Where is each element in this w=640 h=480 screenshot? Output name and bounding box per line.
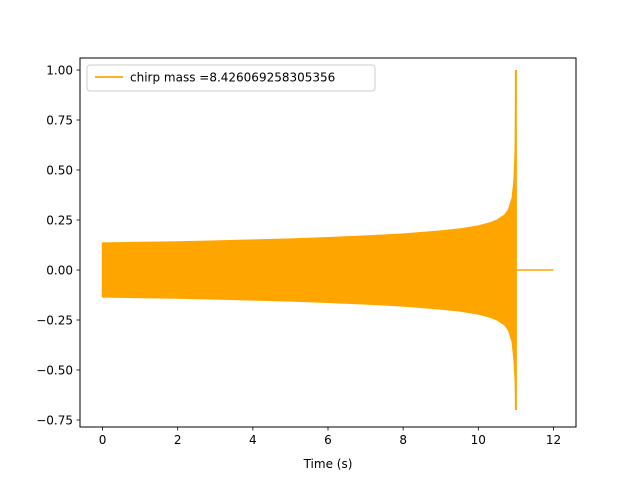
y-tick-label: −0.75: [36, 413, 73, 427]
legend: chirp mass =8.426069258305356: [86, 64, 376, 92]
x-axis-label: Time (s): [303, 457, 353, 471]
x-tick-label: 4: [249, 433, 257, 447]
x-tick-label: 2: [174, 433, 182, 447]
plot-area: [101, 69, 554, 411]
x-tick-label: 10: [471, 433, 486, 447]
x-tick-label: 8: [399, 433, 407, 447]
x-tick-label: 6: [324, 433, 332, 447]
legend-entry-label: chirp mass =8.426069258305356: [130, 71, 335, 85]
x-axis: 0 2 4 6 8 10 12: [99, 427, 561, 447]
x-tick-label: 0: [99, 433, 107, 447]
waveform-envelope: [101, 69, 517, 411]
y-tick-label: 0.00: [46, 263, 73, 277]
y-tick-label: 0.25: [46, 213, 73, 227]
x-tick-label: 12: [546, 433, 561, 447]
y-tick-label: −0.50: [36, 363, 73, 377]
y-tick-label: 0.50: [46, 163, 73, 177]
y-tick-label: 0.75: [46, 113, 73, 127]
legend-box: [86, 64, 376, 92]
y-tick-label: 1.00: [46, 63, 73, 77]
y-tick-label: −0.25: [36, 313, 73, 327]
y-axis: −0.75 −0.50 −0.25 0.00 0.25 0.50 0.75 1.00: [36, 63, 80, 427]
